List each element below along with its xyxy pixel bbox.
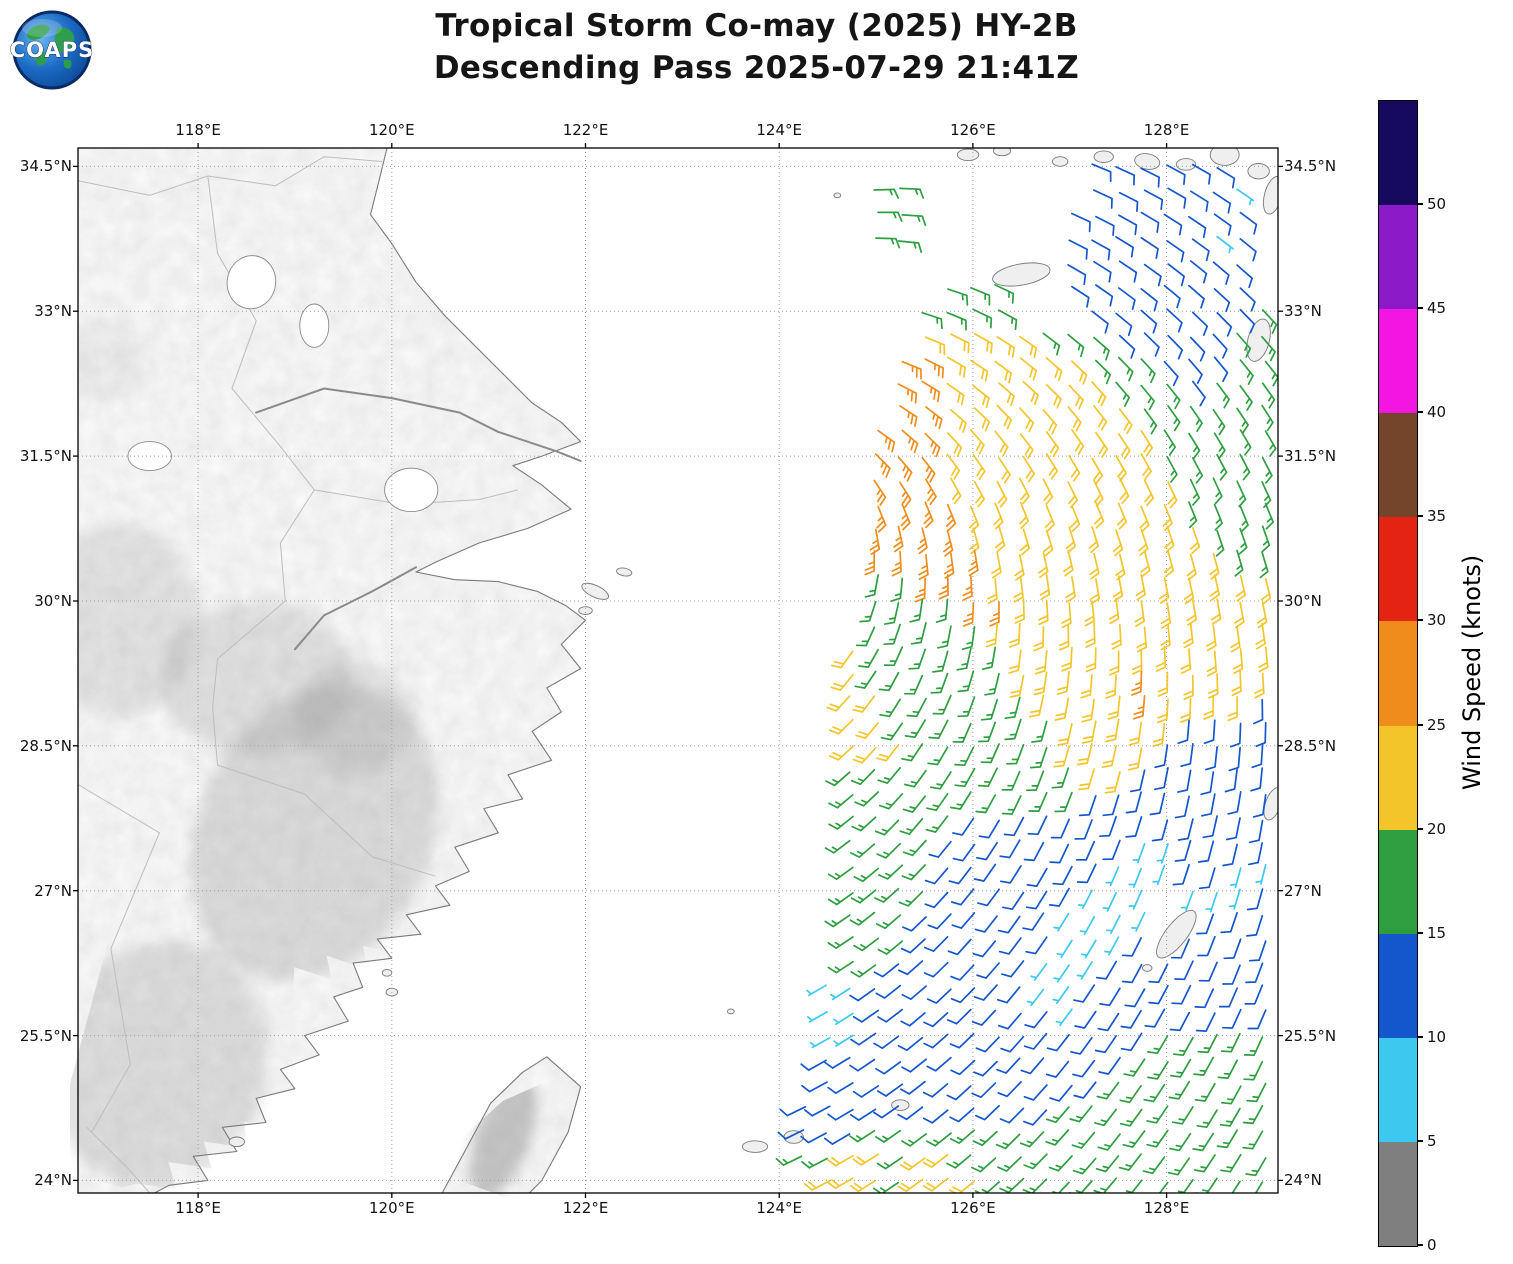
colorbar-tick-label: 15 xyxy=(1427,923,1447,942)
colorbar-tick-mark xyxy=(1417,411,1423,414)
lat-tick-label-left: 30°N xyxy=(34,591,72,610)
lat-tick-label-left: 34.5°N xyxy=(19,157,72,176)
lat-tick-label-right: 30°N xyxy=(1284,591,1322,610)
lat-tick-label-right: 25.5°N xyxy=(1284,1026,1337,1045)
lon-tick-label-bottom: 120°E xyxy=(368,1199,415,1217)
colorbar-band xyxy=(1379,620,1417,726)
lat-tick-label-left: 28.5°N xyxy=(19,736,72,755)
colorbar-tick-label: 35 xyxy=(1427,507,1447,526)
lat-tick-label-right: 24°N xyxy=(1284,1171,1322,1190)
lat-tick-label-right: 31.5°N xyxy=(1284,447,1337,466)
colorbar-band xyxy=(1379,100,1417,206)
globe-continents xyxy=(27,24,75,69)
lat-tick-label-left: 24°N xyxy=(34,1171,72,1190)
lon-tick-label-bottom: 128°E xyxy=(1143,1199,1190,1217)
lon-tick-label-top: 126°E xyxy=(950,121,996,139)
colorbar xyxy=(1378,100,1418,1247)
colorbar-tick-mark xyxy=(1417,1139,1423,1142)
globe-highlight xyxy=(22,19,62,37)
islands xyxy=(228,148,1278,1153)
colorbar-tick-label: 0 xyxy=(1427,1236,1437,1254)
colorbar-band xyxy=(1379,1141,1417,1246)
colorbar-tick-mark xyxy=(1417,203,1423,206)
lon-tick-label-bottom: 118°E xyxy=(175,1199,221,1217)
colorbar-tick-mark xyxy=(1417,723,1423,726)
wind-barbs xyxy=(775,163,1278,1193)
colorbar-band xyxy=(1379,933,1417,1038)
colorbar-band xyxy=(1379,412,1417,518)
lon-tick-label-top: 122°E xyxy=(562,121,609,139)
colorbar-axis-label: Wind Speed (knots) xyxy=(1458,554,1486,791)
wind-map-svg xyxy=(70,143,1283,1199)
coastline-china xyxy=(154,147,587,1194)
lon-tick-label-top: 118°E xyxy=(175,121,221,139)
colorbar-tick-mark xyxy=(1417,1035,1423,1038)
coaps-logo: COAPS xyxy=(9,10,94,90)
axes-frame xyxy=(73,143,1283,1198)
lat-tick-label-right: 34.5°N xyxy=(1284,157,1337,176)
coastline-taiwan xyxy=(441,1056,582,1194)
colorbar-tick-label: 50 xyxy=(1427,195,1447,214)
land-layer xyxy=(70,147,587,1199)
lon-tick-label-bottom: 126°E xyxy=(950,1199,996,1217)
lat-tick-label-left: 31.5°N xyxy=(19,447,72,466)
province-borders xyxy=(77,156,518,1194)
colorbar-band xyxy=(1379,308,1417,414)
colorbar-tick-label: 25 xyxy=(1427,715,1447,734)
lon-tick-label-bottom: 122°E xyxy=(562,1199,609,1217)
colorbar-tick-mark xyxy=(1417,515,1423,518)
colorbar-tick-label: 40 xyxy=(1427,403,1447,422)
colorbar-tick-mark xyxy=(1417,1244,1423,1246)
colorbar-tick-mark xyxy=(1417,307,1423,310)
lon-tick-label-bottom: 124°E xyxy=(756,1199,802,1217)
lon-tick-label-top: 128°E xyxy=(1143,121,1190,139)
colorbar-tick-mark xyxy=(1417,619,1423,622)
map-plot xyxy=(70,143,1283,1199)
colorbar-band xyxy=(1379,725,1417,830)
lat-tick-label-left: 25.5°N xyxy=(19,1026,72,1045)
colorbar-tick-label: 10 xyxy=(1427,1027,1447,1046)
colorbar-tick-mark xyxy=(1417,931,1423,934)
colorbar-tick-label: 20 xyxy=(1427,819,1447,838)
lat-tick-label-left: 27°N xyxy=(34,881,72,900)
colorbar-band xyxy=(1379,204,1417,310)
colorbar-band xyxy=(1379,829,1417,934)
lakes xyxy=(127,255,439,513)
colorbar-tick-mark xyxy=(1417,827,1423,830)
lat-tick-label-right: 27°N xyxy=(1284,881,1322,900)
title-line-1: Tropical Storm Co-may (2025) HY-2B xyxy=(435,8,1078,44)
colorbar-band xyxy=(1379,516,1417,622)
coaps-logo-text: COAPS xyxy=(10,38,94,62)
lon-tick-label-top: 124°E xyxy=(756,121,802,139)
colorbar-band xyxy=(1379,1037,1417,1142)
gridlines xyxy=(78,148,1278,1193)
lat-tick-label-right: 28.5°N xyxy=(1284,736,1337,755)
title-line-2: Descending Pass 2025-07-29 21:41Z xyxy=(433,50,1080,86)
colorbar-tick-label: 5 xyxy=(1427,1131,1437,1150)
rivers xyxy=(255,387,582,651)
lat-tick-label-right: 33°N xyxy=(1284,302,1322,321)
lat-tick-label-left: 33°N xyxy=(34,302,72,321)
colorbar-tick-label: 45 xyxy=(1427,299,1447,318)
lon-tick-label-top: 120°E xyxy=(368,121,415,139)
colorbar-tick-label: 30 xyxy=(1427,611,1447,630)
